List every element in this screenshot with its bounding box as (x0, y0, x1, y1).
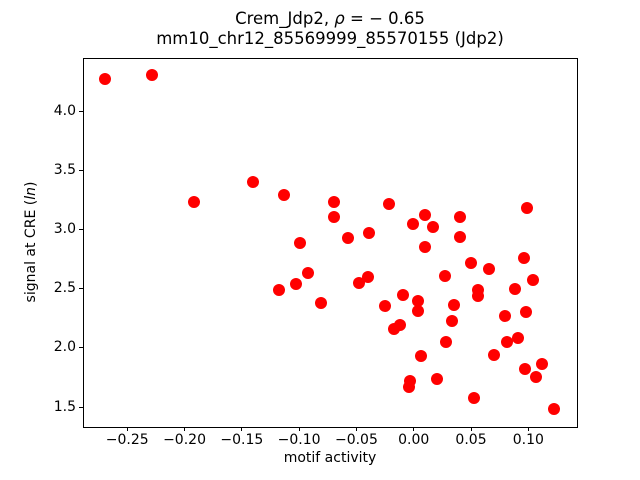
chart-subtitle: mm10_chr12_85569999_85570155 (Jdp2) (156, 29, 504, 48)
chart-title-line1: Crem_Jdp2, ρ = − 0.65 (235, 9, 425, 29)
scatter-point (530, 371, 543, 384)
scatter-point (427, 221, 440, 234)
x-tick (184, 427, 186, 431)
scatter-point (363, 227, 376, 240)
x-tick-label: −0.25 (105, 432, 149, 448)
scatter-point (412, 305, 425, 318)
scatter-point (327, 196, 340, 209)
scatter-point (419, 209, 432, 222)
y-tick (79, 110, 83, 112)
scatter-point (278, 189, 291, 202)
scatter-point (517, 251, 530, 264)
x-tick-label: 0.10 (512, 432, 544, 448)
x-tick-label: −0.15 (220, 432, 264, 448)
scatter-point (352, 276, 365, 289)
rho-symbol: ρ (334, 9, 345, 28)
scatter-point (397, 288, 410, 301)
y-tick (79, 288, 83, 290)
scatter-point (453, 210, 466, 223)
x-tick (413, 427, 415, 431)
scatter-point (471, 289, 484, 302)
scatter-point (500, 335, 513, 348)
scatter-point (342, 231, 355, 244)
scatter-point (272, 283, 285, 296)
scatter-point (483, 262, 496, 275)
x-tick (355, 427, 357, 431)
x-tick (470, 427, 472, 431)
scatter-point (438, 269, 451, 282)
x-tick-label: 0.05 (455, 432, 487, 448)
scatter-point (379, 300, 392, 313)
chart-title-correlation: = − 0.65 (344, 9, 425, 28)
scatter-point (521, 202, 534, 215)
scatter-point (465, 256, 478, 269)
plot-area (83, 58, 578, 428)
scatter-point (536, 358, 549, 371)
x-tick (126, 427, 128, 431)
scatter-point (403, 380, 416, 393)
scatter-point (187, 196, 200, 209)
scatter-point (406, 217, 419, 230)
scatter-point (382, 197, 395, 210)
x-tick (241, 427, 243, 431)
scatter-point (547, 403, 560, 416)
scatter-point (412, 294, 425, 307)
y-axis-label-italic: ln (23, 187, 39, 200)
scatter-point (487, 349, 500, 361)
x-tick-label: 0.00 (398, 432, 430, 448)
scatter-point (393, 319, 406, 332)
y-tick-label: 2.0 (53, 339, 76, 356)
scatter-point (419, 241, 432, 254)
y-tick (79, 229, 83, 231)
scatter-point (302, 267, 315, 280)
scatter-point (512, 332, 524, 345)
y-tick-label: 2.5 (53, 280, 76, 297)
scatter-point (439, 335, 452, 348)
y-tick-label: 4.0 (53, 102, 76, 119)
chart-title-prefix: Crem_Jdp2, (235, 9, 335, 28)
y-tick-label: 3.5 (53, 161, 76, 178)
scatter-point (247, 176, 260, 189)
x-tick-label: −0.05 (334, 432, 378, 448)
y-tick-label: 1.5 (53, 398, 76, 415)
scatter-point (468, 391, 481, 404)
y-axis-label-close: ) (23, 181, 39, 188)
scatter-point (447, 299, 460, 312)
x-tick-label: −0.10 (277, 432, 321, 448)
scatter-point (414, 350, 427, 363)
x-tick (298, 427, 300, 431)
scatter-point (518, 363, 531, 376)
x-tick (527, 427, 529, 431)
scatter-point (520, 306, 533, 319)
scatter-point (327, 210, 340, 223)
scatter-point (453, 230, 466, 243)
scatter-point (526, 274, 539, 287)
scatter-point (430, 372, 443, 385)
y-tick (79, 406, 83, 408)
x-axis-label: motif activity (283, 450, 377, 466)
scatter-point (289, 278, 302, 290)
y-tick (79, 347, 83, 349)
scatter-point (361, 270, 374, 283)
scatter-point (99, 73, 112, 86)
scatter-point (294, 236, 307, 249)
scatter-point (499, 309, 512, 322)
x-tick-label: −0.20 (163, 432, 206, 448)
y-tick-label: 3.0 (53, 221, 76, 238)
y-tick (79, 169, 83, 171)
scatter-point (146, 68, 159, 81)
scatter-point (314, 296, 327, 309)
scatter-point (445, 314, 458, 327)
scatter-point (508, 282, 521, 295)
